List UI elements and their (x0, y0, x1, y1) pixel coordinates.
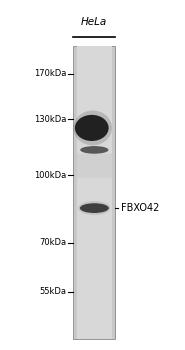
Ellipse shape (80, 146, 108, 154)
Ellipse shape (80, 203, 109, 213)
Text: 70kDa: 70kDa (40, 238, 67, 247)
Bar (77, 154, 112, 178)
Bar (77, 46, 112, 339)
Text: 170kDa: 170kDa (34, 69, 67, 78)
Text: HeLa: HeLa (81, 17, 107, 27)
Bar (73, 46, 115, 339)
Ellipse shape (75, 115, 109, 141)
Text: 55kDa: 55kDa (40, 287, 67, 296)
Text: 130kDa: 130kDa (34, 115, 67, 124)
Text: 100kDa: 100kDa (35, 170, 67, 180)
Text: FBXO42: FBXO42 (121, 203, 159, 213)
Ellipse shape (73, 111, 112, 145)
Ellipse shape (78, 201, 110, 215)
